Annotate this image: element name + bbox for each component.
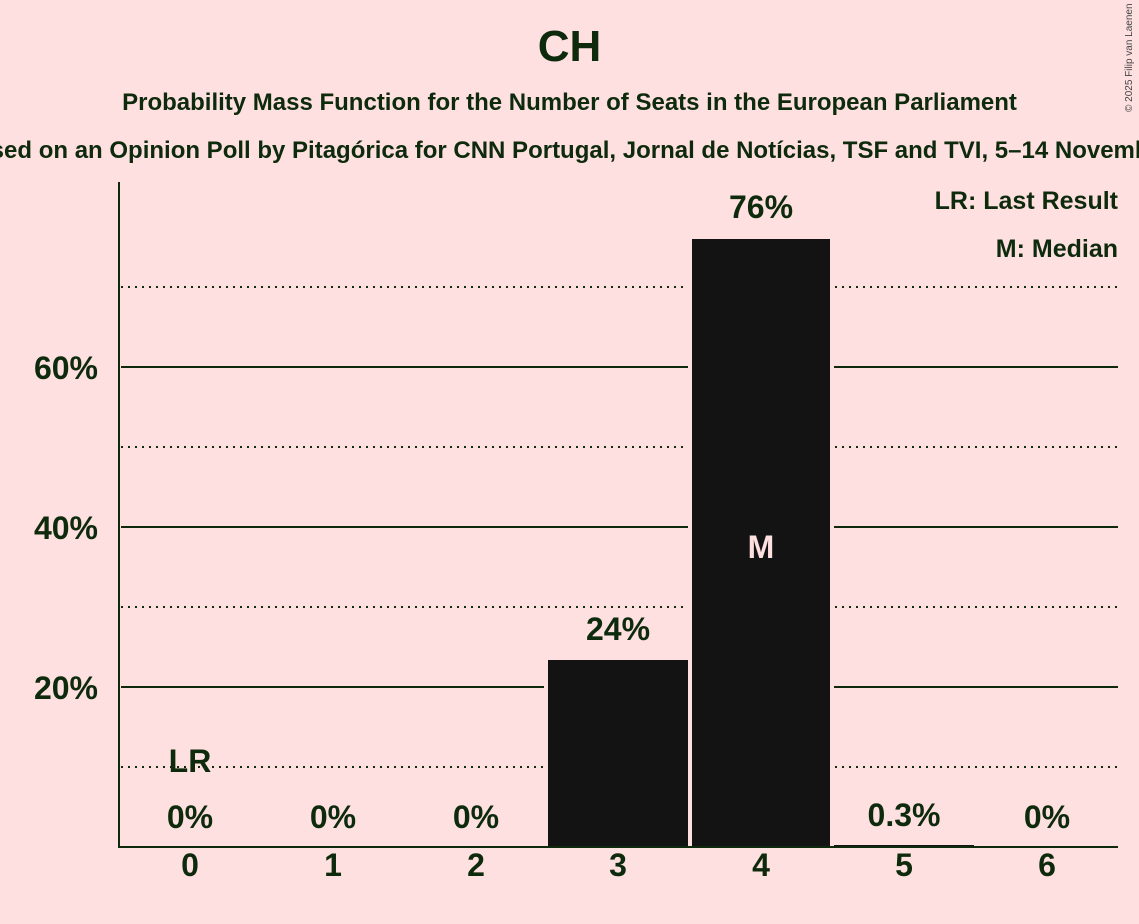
bars: [544, 235, 974, 847]
bar-label-1: 0%: [310, 799, 356, 835]
last-result-marker: LR: [169, 743, 212, 779]
x-tick-5: 5: [895, 847, 913, 883]
y-tick-labels: 20% 40% 60%: [34, 350, 98, 706]
x-tick-6: 6: [1038, 847, 1056, 883]
chart-title: CH: [537, 22, 602, 71]
chart-subtitle: Probability Mass Function for the Number…: [122, 89, 1017, 116]
bar-label-2: 0%: [453, 799, 499, 835]
x-tick-1: 1: [324, 847, 342, 883]
bar-label-6: 0%: [1024, 799, 1070, 835]
y-tick-40: 40%: [34, 510, 98, 546]
legend: LR: Last Result M: Median: [935, 187, 1119, 263]
chart-source-subtitle: Based on an Opinion Poll by Pitagórica f…: [0, 137, 1139, 164]
bar-label-5: 0.3%: [868, 797, 941, 833]
bar-4: [692, 239, 830, 847]
x-tick-2: 2: [467, 847, 485, 883]
bar-label-3: 24%: [586, 611, 650, 647]
legend-median: M: Median: [996, 235, 1118, 263]
bar-label-0: 0%: [167, 799, 213, 835]
x-tick-labels: 0 1 2 3 4 5 6: [181, 847, 1056, 883]
x-tick-4: 4: [752, 847, 770, 883]
x-tick-3: 3: [609, 847, 627, 883]
y-tick-60: 60%: [34, 350, 98, 386]
legend-last-result: LR: Last Result: [935, 187, 1119, 215]
median-marker: M: [748, 529, 775, 565]
y-tick-20: 20%: [34, 670, 98, 706]
x-tick-0: 0: [181, 847, 199, 883]
bar-3: [548, 660, 688, 847]
bar-value-labels: 0% 0% 0% 24% 76% 0.3% 0%: [167, 189, 1070, 835]
bar-label-4: 76%: [729, 189, 793, 225]
